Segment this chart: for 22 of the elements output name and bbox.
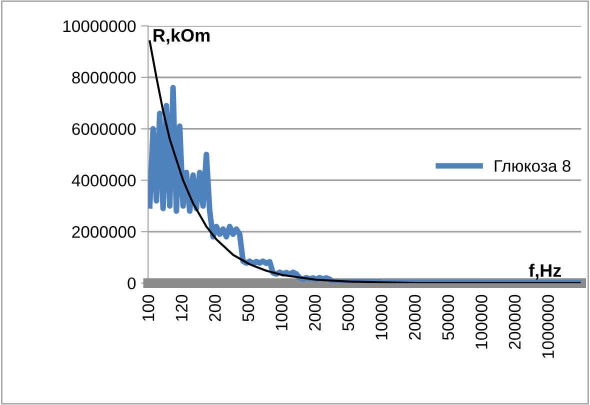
x-tick-label: 20000 <box>408 294 421 340</box>
x-tick-label: 100 <box>142 294 154 321</box>
x-tick-label: 10000 <box>376 294 388 340</box>
y-tick-label: 6000000 <box>72 123 136 135</box>
x-tick-label: 1000000 <box>542 294 554 358</box>
x-tick-label: 120 <box>176 294 188 321</box>
legend-label: Глюкоза 8 <box>494 160 570 172</box>
y-tick-label: 10000000 <box>63 20 136 32</box>
x-tick-label: 5000 <box>342 294 354 331</box>
y-tick-label: 2000000 <box>72 226 136 238</box>
x-tick-label: 1000 <box>276 294 288 330</box>
x-tick-label: 50000 <box>442 294 454 340</box>
x-tick-label: 500 <box>242 294 254 322</box>
x-tick-label: 200 <box>209 294 221 322</box>
y-axis-title: R,kOm <box>154 28 210 44</box>
x-tick-label: 2000 <box>308 294 321 330</box>
y-tick-label: 4000000 <box>72 174 136 186</box>
x-axis-title: f,Hz <box>528 264 562 280</box>
y-tick-label: 8000000 <box>72 72 136 84</box>
y-tick-label: 0 <box>128 277 136 290</box>
x-tick-label: 100000 <box>476 294 488 349</box>
x-tick-label: 200000 <box>508 294 521 349</box>
